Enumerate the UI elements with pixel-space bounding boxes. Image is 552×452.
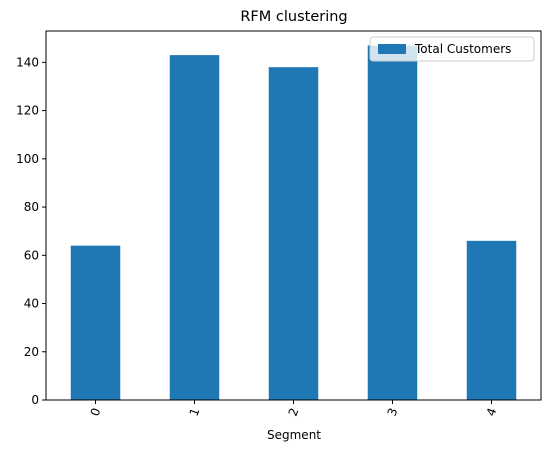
x-axis-title: Segment [267, 428, 321, 442]
x-tick-label: 0 [88, 406, 104, 418]
x-tick-label: 3 [385, 406, 401, 418]
legend-swatch [378, 44, 406, 54]
bar-segment-2 [268, 67, 319, 401]
legend: Total Customers [369, 36, 535, 62]
y-tick-label: 140 [16, 55, 39, 69]
legend-label: Total Customers [414, 42, 511, 56]
x-tick-label: 4 [484, 406, 500, 418]
y-tick-label: 20 [24, 345, 39, 359]
y-tick-label: 80 [24, 200, 39, 214]
x-tick-label: 2 [286, 406, 302, 418]
axes-frame [45, 30, 542, 401]
x-tick-label: 1 [187, 406, 203, 418]
bars-layer [70, 45, 517, 401]
y-axis: 0 20 40 60 80 100 120 140 [16, 55, 46, 407]
x-axis: 0 1 2 3 4 [88, 400, 500, 418]
bar-segment-1 [169, 55, 220, 401]
chart-title: RFM clustering [240, 9, 347, 25]
legend-box [369, 36, 535, 62]
bar-segment-0 [70, 245, 121, 400]
y-tick-label: 100 [16, 152, 39, 166]
bar-segment-3 [367, 45, 418, 400]
y-tick-label: 40 [24, 297, 39, 311]
bar-segment-4 [466, 240, 517, 400]
y-tick-label: 0 [31, 393, 39, 407]
y-tick-label: 60 [24, 248, 39, 262]
y-tick-label: 120 [16, 104, 39, 118]
